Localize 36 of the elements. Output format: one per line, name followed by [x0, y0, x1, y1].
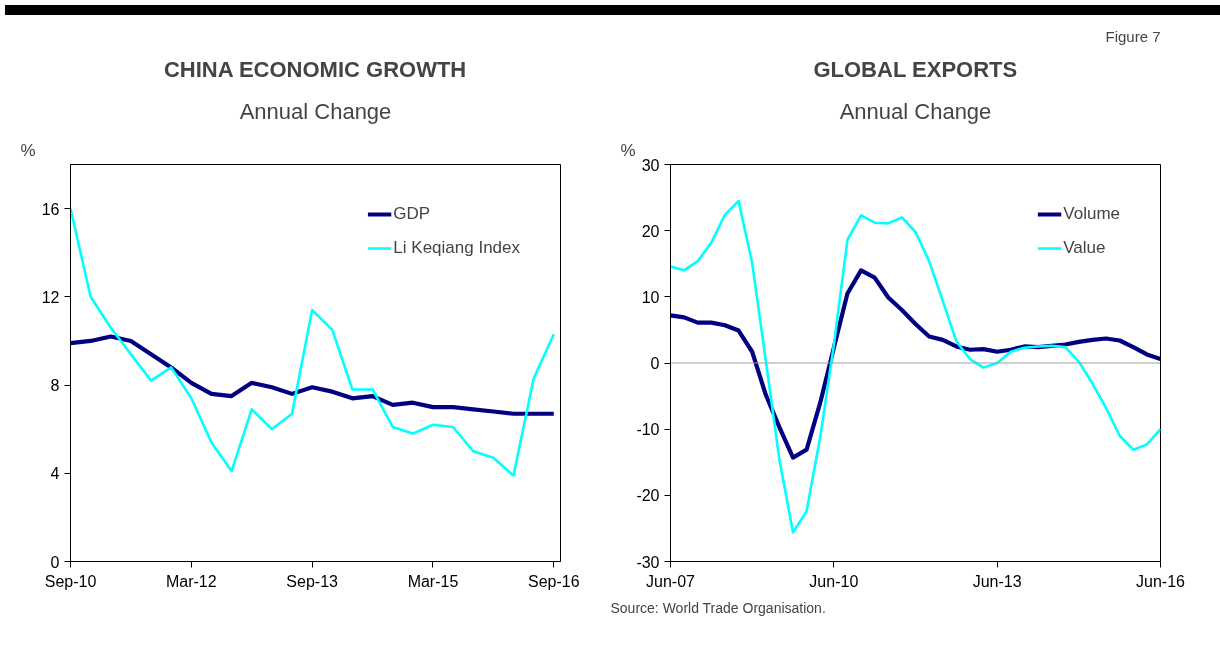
y-tick-label: 16 — [41, 200, 60, 218]
y-tick-label: 30 — [641, 156, 660, 174]
legend-label: GDP — [393, 204, 431, 224]
x-tick-label: Jun-07 — [646, 572, 696, 590]
x-tick-label: Mar-15 — [407, 572, 459, 590]
x-tick-label: Mar-12 — [165, 572, 217, 590]
legend-label: Value — [1063, 238, 1106, 258]
y-tick-label: 4 — [50, 465, 60, 483]
y-axis-title: % — [20, 140, 36, 160]
y-tick-label: -10 — [636, 421, 660, 439]
line-series — [670, 199, 1161, 534]
legend-label: Li Keqiang Index — [393, 238, 520, 258]
chart-subtitle: Annual Change — [839, 98, 992, 124]
y-tick-label: -20 — [636, 487, 660, 505]
y-tick-label: 20 — [641, 222, 660, 240]
x-tick-label: Sep-13 — [286, 572, 339, 590]
y-tick-label: 0 — [650, 355, 660, 372]
x-tick-label: Jun-13 — [972, 572, 1022, 590]
y-tick-label: 8 — [50, 377, 60, 395]
chart-subtitle: Annual Change — [239, 98, 392, 124]
legend-label: Volume — [1063, 204, 1120, 224]
y-tick-label: -30 — [636, 553, 660, 571]
line-series — [70, 334, 556, 416]
chart-title: GLOBAL EXPORTS — [813, 56, 1018, 82]
y-tick-label: 10 — [641, 288, 660, 306]
y-tick-label: 0 — [50, 553, 60, 571]
y-axis-title: % — [620, 140, 636, 160]
x-tick-label: Sep-10 — [44, 572, 97, 590]
x-tick-label: Jun-10 — [809, 572, 859, 590]
line-series — [70, 207, 556, 477]
x-tick-label: Jun-16 — [1136, 572, 1186, 590]
x-tick-label: Sep-16 — [527, 572, 580, 590]
source-note: Source: World Trade Organisation. — [610, 599, 826, 616]
chart-title: CHINA ECONOMIC GROWTH — [163, 56, 467, 82]
y-tick-label: 12 — [41, 288, 60, 306]
caption: Figure 7 — [1105, 27, 1161, 45]
